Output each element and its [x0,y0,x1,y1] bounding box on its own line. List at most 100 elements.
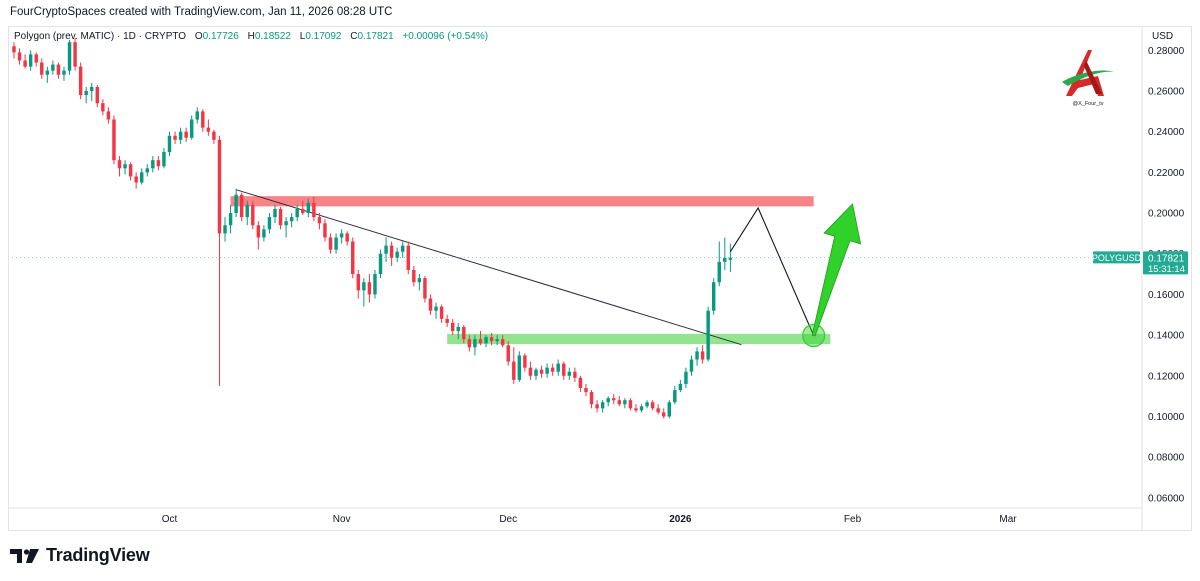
candle-body [90,86,94,92]
candle-body [51,64,55,71]
candle-body [545,367,549,374]
x-tick-label: Oct [162,514,178,525]
candle-body [528,367,533,376]
candle-body [34,54,38,63]
candle-body [645,402,649,407]
candle-body [417,278,422,283]
candle-body [251,204,255,226]
candle-body [711,282,716,311]
candle-body [162,152,166,167]
candle-body [617,400,622,405]
candle-body [473,339,477,348]
candle-body [606,398,610,403]
candle-body [295,208,299,218]
legend-close-label: C [350,31,358,42]
candle-body [362,282,366,291]
candle-body [706,310,710,360]
candle-body [378,253,383,275]
candle-body [439,306,444,319]
candle-body [650,402,655,409]
candle-body [656,408,660,413]
candle-body [312,202,316,218]
candle-body [628,400,633,409]
candle-body [667,402,671,417]
candle-body [62,70,66,75]
x-tick-label: Nov [333,514,351,525]
legend-high-value: 0.18522 [254,31,291,42]
candle-body [512,361,516,380]
candle-body [384,245,388,254]
candle-body [589,392,594,405]
candle-body [267,217,272,230]
candle-body [578,377,583,388]
candle-body [584,387,588,393]
candle-body [239,194,244,218]
candle-body [40,62,44,75]
candle-body [156,160,161,167]
candle-body [334,237,338,250]
legend-low-label: L [299,31,306,42]
candle-body [112,119,116,161]
candle-body [456,326,460,332]
support-zone [447,333,831,345]
candle-body [95,86,100,104]
candle-body [695,351,699,360]
price-axis-currency: USD [1152,31,1173,42]
candle-body [189,119,194,138]
candle-body [106,111,111,120]
candle-body [462,326,466,340]
candle-body [339,233,344,238]
y-tick-label: 0.16000 [1148,290,1185,301]
legend-open-label: O [194,31,203,42]
candle-body [195,111,199,120]
y-tick-label: 0.24000 [1148,127,1185,138]
tradingview-brand[interactable]: TradingView [10,545,150,566]
tradingview-wordmark: TradingView [46,545,150,565]
candle-body [673,390,677,403]
candle-body [467,339,472,348]
candle-body [534,369,538,376]
candle-body [28,54,33,67]
candle-body [73,42,77,67]
candle-body [289,217,294,222]
candle-body [173,135,177,140]
y-tick-label: 0.08000 [1148,453,1185,464]
chart-caption: FourCryptoSpaces created with TradingVie… [10,6,393,18]
candle-body [167,135,172,153]
candle-body [56,64,61,75]
y-tick-label: 0.10000 [1148,412,1185,423]
y-tick-label: 0.26000 [1148,87,1185,98]
candle-body [178,131,183,140]
resistance-zone [230,196,814,207]
candle-body [700,351,705,360]
candle-body [151,160,155,169]
candle-body [217,139,222,234]
candle-body [201,111,205,128]
candle-body [45,70,50,75]
candle-body [445,318,449,323]
candle-body [140,172,144,183]
price-tag-value: 0.17821 [1148,253,1185,264]
candle-body [539,369,544,374]
projection-path [729,206,815,336]
candle-body [389,245,394,258]
legend-change-value: +0.00096 (+0.54%) [402,31,489,42]
candle-body [128,164,133,177]
candle-body [573,371,577,378]
trendline [235,189,742,346]
candle-body [356,274,361,291]
candle-body [351,241,355,275]
candle-body [145,168,149,173]
watermark-logo-icon: @X_Four_tv [1062,50,1114,107]
candle-body [101,103,105,112]
candle-body [395,251,399,258]
symbol-legend: Polygon (prev. MATIC) · 1D · CRYPTO O 0.1… [14,31,488,42]
candle-body [562,363,566,376]
price-tag-countdown: 15:31:14 [1148,264,1185,275]
candle-body [228,213,233,226]
candle-body [567,371,572,376]
legend-symbol[interactable]: Polygon (prev. MATIC) · 1D · CRYPTO [14,31,187,42]
candle-body [17,52,22,61]
candle-body [78,66,83,96]
